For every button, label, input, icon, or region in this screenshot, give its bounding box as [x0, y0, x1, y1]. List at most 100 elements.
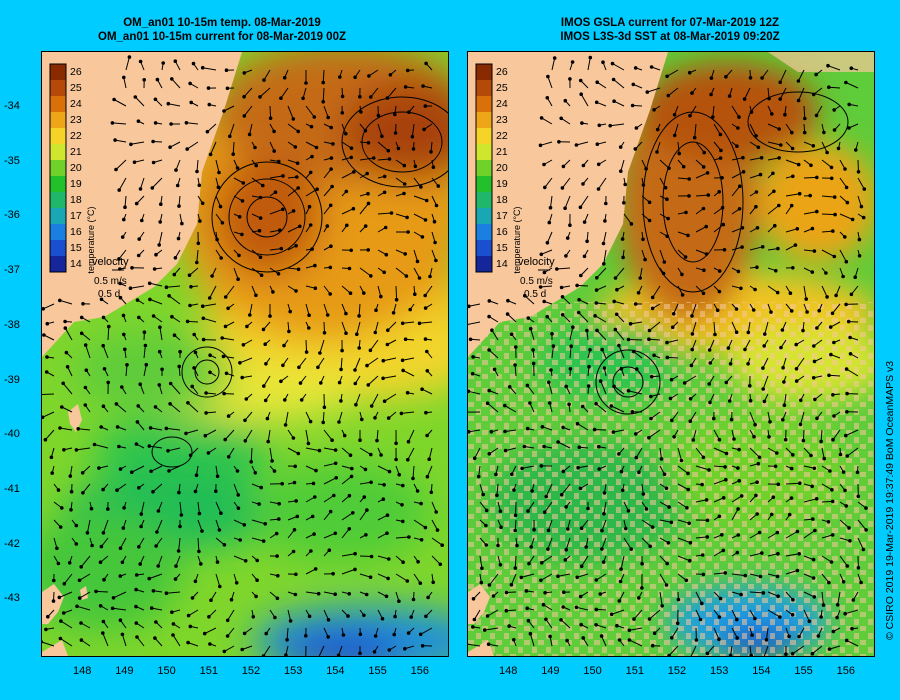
velocity-arrow-head — [708, 400, 712, 405]
velocity-arrow — [689, 105, 697, 116]
velocity-arrow-head — [468, 389, 471, 394]
velocity-arrow-head — [222, 391, 226, 396]
velocity-arrow-head — [283, 398, 287, 402]
velocity-arrow — [280, 87, 289, 99]
velocity-arrow-head — [612, 99, 616, 104]
velocity-arrow-head — [419, 185, 423, 189]
velocity-arrow-head — [538, 143, 543, 148]
velocity-arrow-head — [210, 274, 214, 278]
colorbar-tick-label: 15 — [70, 242, 82, 254]
velocity-arrow-head — [844, 504, 849, 508]
velocity-arrow — [845, 609, 859, 615]
velocity-arrow-head — [687, 70, 692, 75]
velocity-arrow-head — [363, 224, 368, 228]
velocity-arrow-head — [381, 497, 386, 502]
velocity-arrow — [215, 501, 222, 514]
velocity-arrow-head — [431, 580, 436, 585]
velocity-arrow — [846, 639, 859, 647]
velocity-arrow-head — [340, 348, 344, 353]
velocity-arrow-head — [755, 226, 760, 230]
velocity-arrow-head — [44, 370, 49, 374]
velocity-arrow — [821, 483, 833, 491]
velocity-arrow — [689, 411, 697, 422]
velocity-arrow-head — [42, 640, 43, 644]
velocity-arrow-head — [151, 489, 155, 494]
left-title-line1: OM_an01 10-15m temp. 08-Mar-2019 — [123, 17, 321, 29]
velocity-arrow — [677, 483, 689, 490]
velocity-arrow — [767, 157, 780, 161]
velocity-arrow — [659, 159, 670, 169]
velocity-arrow-head — [79, 315, 84, 320]
colorbar-tick-label: 24 — [70, 98, 82, 110]
colorbar-swatch — [476, 160, 492, 176]
velocity-arrow-head — [717, 637, 721, 642]
longitude-tick-label: 155 — [368, 665, 387, 677]
velocity-arrow-head — [672, 113, 677, 117]
velocity-arrow-head — [718, 156, 723, 160]
velocity-arrow-head — [353, 381, 358, 386]
velocity-arrow — [224, 645, 235, 652]
velocity-arrow — [766, 627, 769, 640]
velocity-arrow-head — [204, 391, 208, 395]
velocity-arrow-head — [829, 165, 834, 170]
velocity-arrow-head — [728, 653, 733, 656]
velocity-arrow — [143, 364, 147, 377]
velocity-arrow-head — [150, 186, 155, 190]
velocity-arrow-head — [42, 307, 45, 311]
velocity-arrow-head — [498, 509, 503, 514]
velocity-arrow-head — [637, 470, 641, 475]
velocity-arrow-head — [198, 219, 202, 223]
velocity-arrow — [78, 428, 91, 431]
velocity-arrow — [189, 267, 199, 276]
velocity-arrow-head — [543, 185, 547, 190]
velocity-arrow-head — [610, 61, 615, 66]
velocity-arrow-head — [701, 165, 706, 169]
colorbar-tick-label: 23 — [70, 114, 82, 126]
velocity-arrow-head — [405, 68, 410, 73]
velocity-arrow — [783, 393, 787, 406]
velocity-arrow-head — [778, 615, 782, 619]
velocity-arrow — [383, 375, 397, 379]
velocity-arrow-head — [184, 431, 188, 436]
velocity-arrow-head — [596, 187, 601, 191]
velocity-arrow-head — [363, 467, 368, 472]
velocity-arrow-head — [328, 203, 333, 208]
velocity-arrow-head — [373, 416, 377, 420]
velocity-arrow-head — [264, 362, 268, 366]
velocity-arrow-head — [382, 190, 387, 195]
velocity-arrow-head — [485, 401, 490, 406]
velocity-arrow-head — [742, 97, 747, 101]
velocity-arrow-head — [399, 411, 404, 416]
velocity-arrow-head — [749, 653, 753, 656]
velocity-arrow — [487, 609, 499, 617]
velocity-arrow — [659, 447, 662, 459]
velocity-arrow — [713, 321, 716, 335]
velocity-arrow-head — [369, 274, 373, 278]
velocity-arrow-head — [336, 653, 341, 656]
velocity-arrow-head — [132, 160, 137, 164]
velocity-arrow — [86, 519, 91, 533]
velocity-arrow-head — [655, 150, 659, 154]
velocity-arrow — [140, 177, 145, 190]
longitude-tick-label: 150 — [157, 665, 176, 677]
velocity-arrow-head — [166, 101, 171, 106]
velocity-arrow-head — [679, 458, 684, 463]
velocity-arrow-head — [344, 331, 348, 336]
velocity-arrow-head — [831, 393, 835, 397]
velocity-arrow — [377, 158, 390, 161]
velocity-arrow-head — [775, 451, 779, 455]
velocity-arrow-head — [423, 337, 428, 341]
velocity-arrow-head — [58, 298, 62, 303]
velocity-arrow-head — [707, 382, 711, 386]
velocity-arrow-head — [401, 483, 405, 488]
velocity-arrow — [832, 429, 841, 440]
velocity-arrow-head — [570, 60, 575, 64]
latitude-tick-label: -36 — [4, 209, 20, 222]
velocity-arrow — [269, 248, 282, 251]
velocity-arrow-head — [225, 634, 230, 638]
velocity-arrow-head — [144, 362, 149, 367]
velocity-arrow-head — [101, 619, 106, 624]
velocity-arrow-head — [649, 394, 653, 399]
velocity-arrow — [116, 403, 127, 413]
velocity-arrow-head — [74, 523, 79, 528]
